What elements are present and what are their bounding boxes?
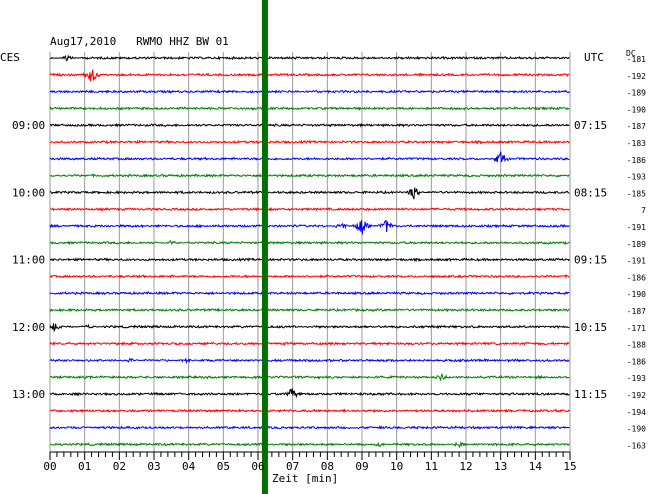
dc-offset-label: -187 xyxy=(627,307,646,316)
seismic-trace xyxy=(49,290,570,296)
x-tick-label: 15 xyxy=(563,460,576,473)
dc-offset-label: -171 xyxy=(627,324,646,333)
dc-offset-label: -189 xyxy=(627,240,646,249)
dc-header-label: DC xyxy=(626,49,636,58)
x-tick-label: 12 xyxy=(459,460,472,473)
dc-offset-label: -181 xyxy=(627,55,646,64)
seismic-trace xyxy=(49,372,570,382)
x-axis-label: Zeit [min] xyxy=(272,472,338,485)
left-time-label: 13:00 xyxy=(12,388,45,401)
dc-offset-label: 7 xyxy=(641,206,646,215)
dc-offset-label: -191 xyxy=(627,257,646,266)
right-time-label: 11:15 xyxy=(574,388,607,401)
grid xyxy=(49,52,571,460)
seismic-trace xyxy=(49,425,570,430)
dc-offset-label: -183 xyxy=(627,139,646,148)
right-time-label: 09:15 xyxy=(574,254,607,267)
dc-offset-label: -163 xyxy=(627,441,646,450)
x-tick-label: 07 xyxy=(286,460,299,473)
seismic-trace xyxy=(49,105,570,111)
dc-offset-label: -187 xyxy=(627,122,646,131)
dc-offset-label: -190 xyxy=(627,425,646,434)
seismic-trace xyxy=(49,323,570,333)
seismic-trace xyxy=(49,139,570,145)
x-tick-label: 05 xyxy=(217,460,230,473)
seismic-trace xyxy=(49,69,570,82)
dc-offset-label: -193 xyxy=(627,173,646,182)
trace-group xyxy=(49,54,570,449)
seismic-trace xyxy=(49,357,570,365)
dc-offset-label: -194 xyxy=(627,408,646,417)
x-tick-label: 11 xyxy=(425,460,438,473)
dc-offset-label: -191 xyxy=(627,223,646,232)
dc-offset-label: -193 xyxy=(627,374,646,383)
seismic-trace xyxy=(49,440,570,449)
right-timezone-label: UTC xyxy=(584,51,604,64)
x-tick-label: 00 xyxy=(43,460,56,473)
seismic-trace xyxy=(49,341,570,347)
chart-title: Aug17,2010 RWMO HHZ BW 01 xyxy=(50,35,229,48)
left-time-label: 12:00 xyxy=(12,321,45,334)
seismic-trace xyxy=(49,307,570,313)
dc-offset-label: -186 xyxy=(627,156,646,165)
x-tick-label: 03 xyxy=(147,460,160,473)
event-marker-group xyxy=(261,0,268,494)
seismic-trace xyxy=(49,173,570,179)
dc-offset-label: -188 xyxy=(627,341,646,350)
seismic-trace xyxy=(49,122,570,128)
x-tick-label: 10 xyxy=(390,460,403,473)
seismic-trace xyxy=(49,151,570,163)
dc-offset-label: -186 xyxy=(627,357,646,366)
left-time-label: 11:00 xyxy=(12,254,45,267)
dc-offset-label: -190 xyxy=(627,290,646,299)
seismic-trace xyxy=(49,54,570,62)
left-timezone-label: CES xyxy=(0,51,20,64)
dc-offset-label: -186 xyxy=(627,273,646,282)
dc-offset-label: -185 xyxy=(627,189,646,198)
dc-offset-label: -192 xyxy=(627,391,646,400)
dc-offset-label: -190 xyxy=(627,105,646,114)
event-marker-band xyxy=(261,0,268,494)
x-tick-label: 01 xyxy=(78,460,91,473)
seismic-trace xyxy=(49,187,570,200)
x-tick-label: 08 xyxy=(321,460,334,473)
seismic-trace xyxy=(49,239,570,246)
x-tick-label: 13 xyxy=(494,460,507,473)
dc-offset-label: -189 xyxy=(627,89,646,98)
x-tick-label: 09 xyxy=(355,460,368,473)
seismic-trace xyxy=(49,219,570,235)
seismic-trace xyxy=(49,274,570,279)
right-time-label: 08:15 xyxy=(574,186,607,199)
right-time-label: 07:15 xyxy=(574,119,607,132)
dc-offset-label: -192 xyxy=(627,72,646,81)
right-time-label: 10:15 xyxy=(574,321,607,334)
x-tick-label: 02 xyxy=(113,460,126,473)
seismic-trace xyxy=(49,89,570,94)
x-tick-label: 04 xyxy=(182,460,196,473)
seismic-trace xyxy=(49,257,570,263)
left-time-label: 09:00 xyxy=(12,119,45,132)
seismic-trace xyxy=(49,388,570,399)
left-time-label: 10:00 xyxy=(12,186,45,199)
x-tick-label: 06 xyxy=(251,460,264,473)
x-tick-label: 14 xyxy=(529,460,543,473)
seismic-trace xyxy=(49,206,570,212)
seismic-trace xyxy=(49,408,570,414)
label-group: 09:00 10:00 11:00 12:00 13:00 07:15 08:15 09:15… xyxy=(12,55,646,473)
